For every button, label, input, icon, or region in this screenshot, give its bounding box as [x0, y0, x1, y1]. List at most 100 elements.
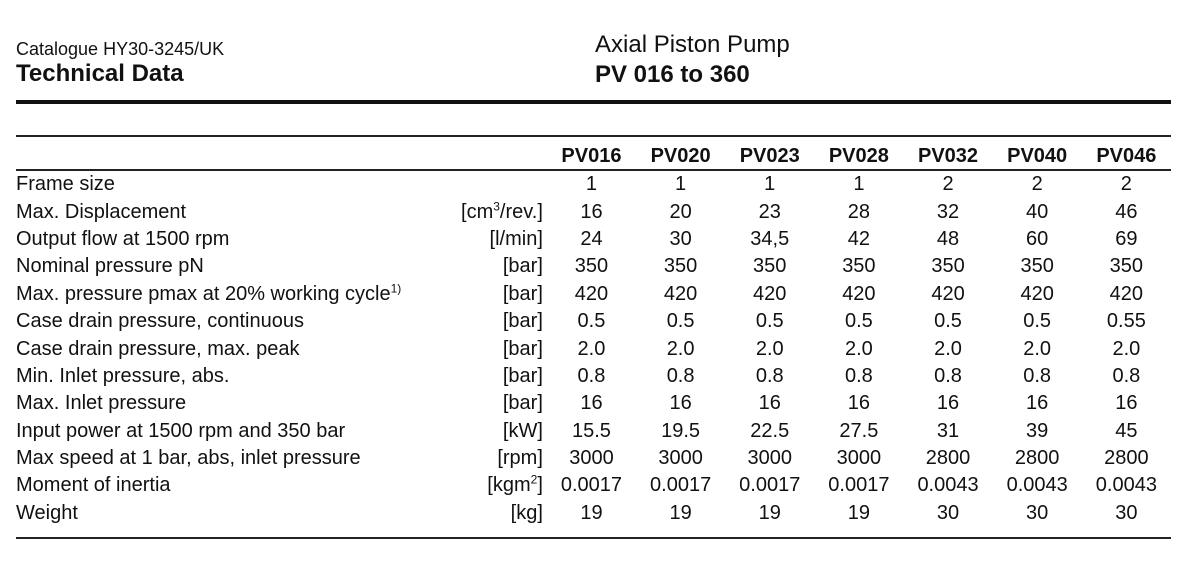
row-label: Max. Inlet pressure: [16, 392, 187, 415]
catalogue-number: Catalogue HY30-3245/UK: [16, 39, 225, 59]
table-cell: 2: [1031, 173, 1043, 196]
table-cell: 0.8: [1023, 364, 1052, 387]
table-cell: 31: [936, 419, 960, 442]
row-unit: [bar]: [502, 364, 543, 387]
table-cell: 2.0: [934, 337, 962, 360]
table-cell: 19: [847, 501, 870, 524]
table-cell: 16: [936, 392, 960, 415]
table-cell: 30: [1115, 501, 1138, 524]
table-cell: 46: [1115, 200, 1138, 223]
table-cell: 3000: [569, 447, 614, 470]
row-label: Weight: [16, 501, 78, 524]
table-cell: 420: [753, 282, 787, 305]
row-unit: [cm3/rev.]: [461, 198, 543, 223]
unit-column-header: [457, 141, 547, 171]
table-cell: 22.5: [750, 419, 790, 442]
table-cell: 60: [1026, 227, 1049, 250]
table-row: Max speed at 1 bar, abs, inlet pressure […: [16, 445, 1171, 472]
column-header: PV020: [650, 144, 711, 167]
product-range: PV 016 to 360: [595, 61, 750, 88]
table-cell: 0.5: [666, 310, 695, 333]
table-cell: 19: [669, 501, 692, 524]
table-cell: 69: [1115, 227, 1138, 250]
table-cell: 350: [1020, 255, 1054, 278]
table-cell: 0.0017: [650, 474, 712, 497]
table-cell: 0.0043: [1095, 474, 1157, 497]
table-cell: 420: [663, 282, 698, 305]
row-label: Nominal pressure pN: [16, 255, 204, 278]
table-cell: 48: [936, 227, 960, 250]
table-bottom-rule: [16, 537, 1171, 539]
table-cell: 350: [753, 255, 787, 278]
table-row: Max. Inlet pressure [bar] 16 16 16 16 16 16 16: [16, 390, 1171, 417]
label-column-header: [16, 141, 457, 171]
table-cell: 0.8: [755, 364, 784, 387]
table-cell: 23: [758, 200, 781, 223]
table-cell: 350: [574, 255, 609, 278]
row-unit: [bar]: [502, 255, 543, 278]
table-cell: 2.0: [666, 337, 695, 360]
table-cell: 16: [847, 392, 870, 415]
table-row: Nominal pressure pN [bar] 350 350 350 350 350 3…: [16, 253, 1171, 280]
table-cell: 420: [574, 282, 609, 305]
table-cell: 0.0043: [917, 474, 979, 497]
table-cell: 350: [842, 255, 876, 278]
table-cell: 42: [847, 227, 870, 250]
row-unit: [bar]: [502, 392, 543, 415]
table-cell: 0.8: [1112, 364, 1141, 387]
table-header-rule: [16, 169, 1171, 171]
table-cell: 2.0: [1112, 337, 1141, 360]
row-unit: [kgm2]: [487, 472, 543, 497]
row-unit: [l/min]: [489, 227, 543, 250]
table-row: Weight [kg] 19 19 19 19 30 30 30: [16, 500, 1171, 527]
row-label: Input power at 1500 rpm and 350 bar: [16, 419, 346, 442]
column-header: PV046: [1096, 144, 1157, 167]
table-cell: 2.0: [844, 337, 873, 360]
table-cell: 19: [580, 501, 603, 524]
row-label: Frame size: [16, 173, 115, 196]
table-cell: 16: [669, 392, 692, 415]
table-cell: 16: [758, 392, 781, 415]
document-header-left: Catalogue HY30-3245/UK Technical Data: [16, 38, 224, 88]
column-header: PV023: [739, 144, 800, 167]
footnote-marker: 1): [390, 281, 402, 296]
row-unit: [kW]: [502, 419, 543, 442]
table-cell: 3000: [658, 447, 703, 470]
table-cell: 3000: [836, 447, 882, 470]
row-label: Max. pressure pmax at 20% working cycle1…: [16, 281, 402, 305]
row-label: Output flow at 1500 rpm: [16, 227, 230, 250]
table-cell: 0.5: [934, 310, 962, 333]
table-cell: 32: [936, 200, 960, 223]
table-cell: 420: [1109, 282, 1144, 305]
table-cell: 0.0017: [828, 474, 890, 497]
table-cell: 350: [1109, 255, 1144, 278]
table-cell: 3000: [747, 447, 792, 470]
row-label: Max. Displacement: [16, 200, 187, 223]
row-label: Case drain pressure, continuous: [16, 310, 304, 333]
row-label: Max speed at 1 bar, abs, inlet pressure: [16, 447, 361, 470]
table-row: Moment of inertia [kgm2] 0.0017 0.0017 0.001…: [16, 472, 1171, 499]
row-unit: [rpm]: [497, 447, 543, 470]
header-divider: [16, 100, 1171, 104]
table-cell: 39: [1026, 419, 1049, 442]
table-cell: 19.5: [661, 419, 701, 442]
technical-data-table: PV016 PV020 PV023 PV028 PV032 PV040 PV04…: [16, 141, 1171, 527]
table-cell: 27.5: [839, 419, 879, 442]
column-header: PV028: [828, 144, 889, 167]
table-cell: 40: [1026, 200, 1049, 223]
table-row: Output flow at 1500 rpm [l/min] 24 30 34,5 42…: [16, 226, 1171, 253]
table-top-rule: [16, 135, 1171, 137]
table-cell: 420: [1020, 282, 1054, 305]
column-header: PV040: [1007, 144, 1068, 167]
table-cell: 0.8: [666, 364, 695, 387]
document-header-right: Axial Piston Pump PV 016 to 360: [595, 30, 790, 90]
table-cell: 0.0017: [560, 474, 623, 497]
table-cell: 2.0: [577, 337, 606, 360]
table-row: Min. Inlet pressure, abs. [bar] 0.8 0.8 0.8 0…: [16, 363, 1171, 390]
table-cell: 1: [764, 173, 776, 196]
table-cell: 2.0: [1023, 337, 1052, 360]
table-cell: 2800: [1104, 447, 1149, 470]
table-row: Frame size 1 1 1 1 2 2 2: [16, 171, 1171, 198]
row-unit: [457, 171, 547, 198]
table-cell: 20: [669, 200, 692, 223]
